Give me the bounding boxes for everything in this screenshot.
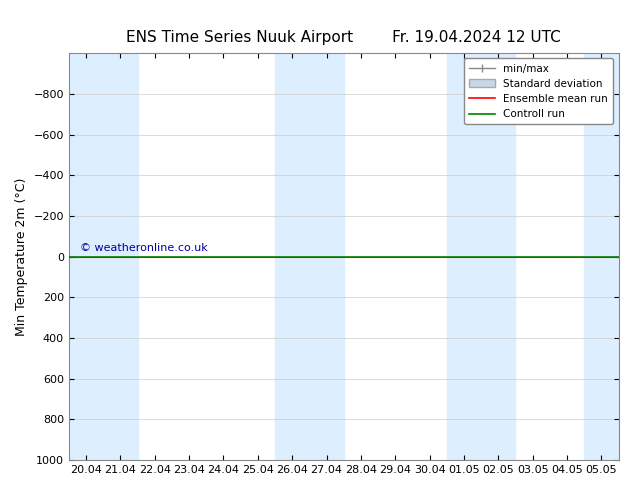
Bar [447, 53, 481, 460]
Bar [69, 53, 103, 460]
Title: ENS Time Series Nuuk Airport        Fr. 19.04.2024 12 UTC: ENS Time Series Nuuk Airport Fr. 19.04.2… [126, 30, 561, 45]
Bar [481, 53, 515, 460]
Bar [584, 53, 619, 460]
Y-axis label: Min Temperature 2m (°C): Min Temperature 2m (°C) [15, 177, 28, 336]
Bar [103, 53, 138, 460]
Text: © weatheronline.co.uk: © weatheronline.co.uk [80, 244, 208, 253]
Legend: min/max, Standard deviation, Ensemble mean run, Controll run: min/max, Standard deviation, Ensemble me… [464, 58, 613, 124]
Bar [275, 53, 309, 460]
Bar [309, 53, 344, 460]
